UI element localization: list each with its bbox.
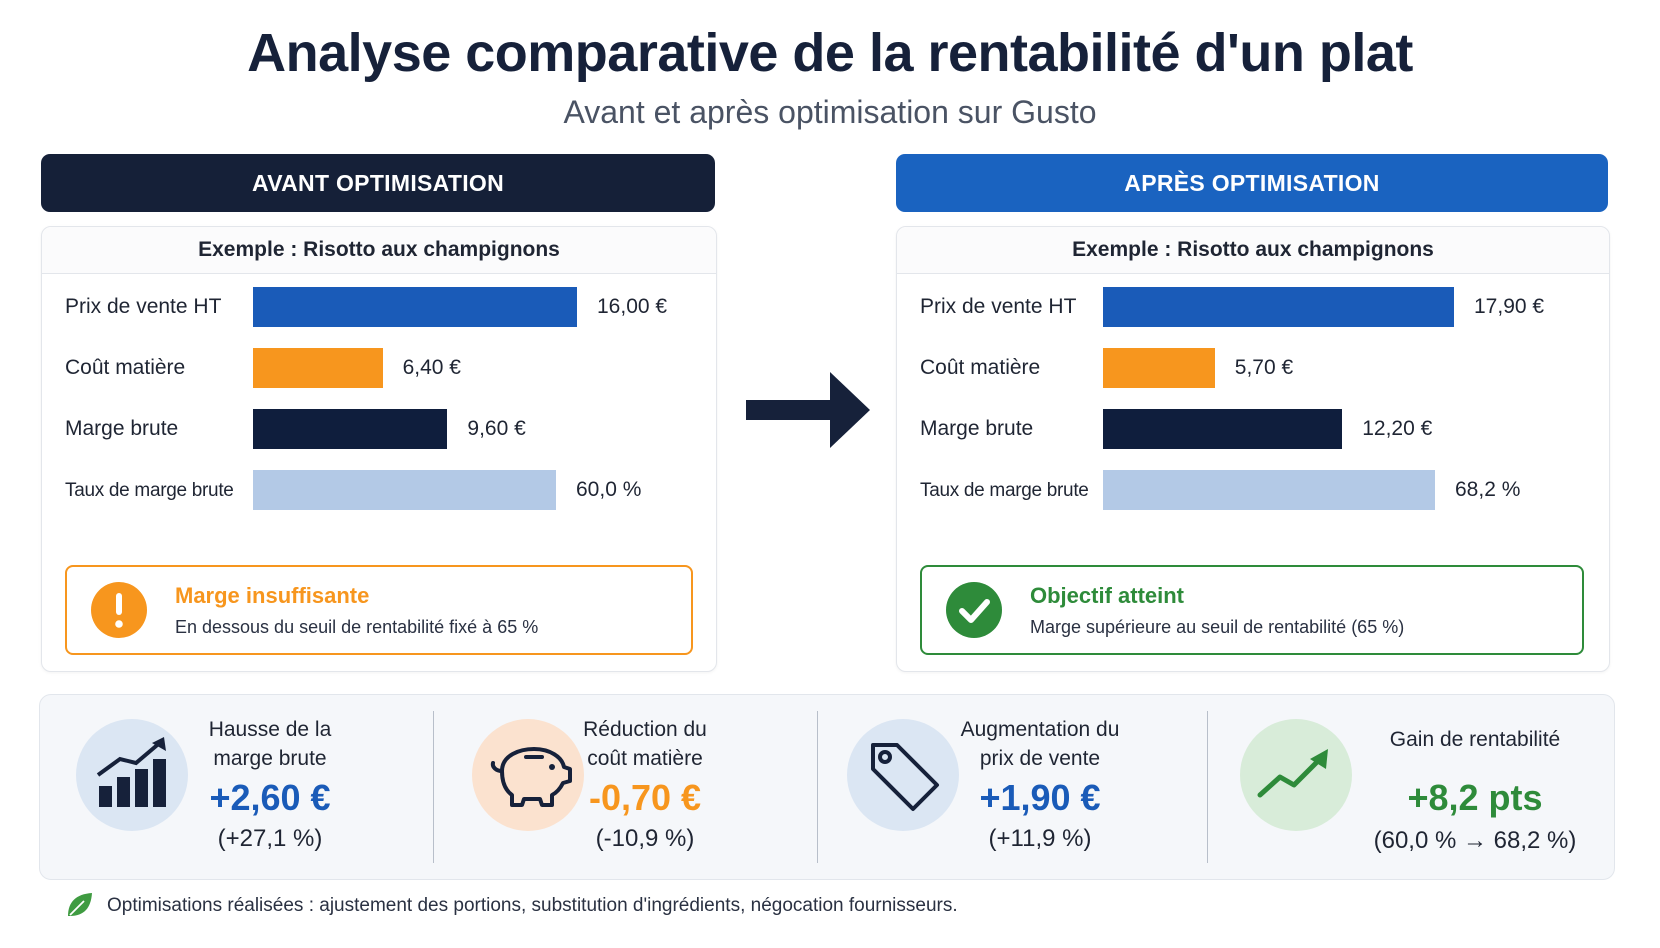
bar-chart-up-icon xyxy=(76,719,188,831)
kpi-divider xyxy=(1207,711,1208,863)
before-example-title: Exemple : Risotto aux champignons xyxy=(42,227,716,274)
bar-value-prix: 16,00 € xyxy=(597,295,668,318)
kpi-sub-gain: (60,0 % → 68,2 %) xyxy=(1373,827,1577,854)
bar-value-taux: 60,0 % xyxy=(576,478,642,501)
kpi-value-gain: +8,2 pts xyxy=(1407,777,1543,818)
trend-up-icon xyxy=(1240,719,1352,831)
page-title: Analyse comparative de la rentabilité d'… xyxy=(247,23,1413,83)
kpi-sub-margin: (+27,1 %) xyxy=(217,825,323,852)
kpi-label-margin: Hausse de la marge brute xyxy=(208,718,332,770)
kpi-label-gain: Gain de rentabilité xyxy=(1389,728,1561,751)
arrow-right-icon xyxy=(746,372,870,453)
kpi-summary: Hausse de la marge brute +2,60 € (+27,1 %… xyxy=(39,694,1615,880)
kpi-label-price: Augmentation du prix de vente xyxy=(960,718,1120,770)
bar-prix xyxy=(1103,287,1454,327)
before-panel: Exemple : Risotto aux champignons Prix d… xyxy=(41,226,717,672)
after-panel: Exemple : Risotto aux champignons Prix d… xyxy=(896,226,1610,672)
leaf-icon xyxy=(64,890,94,925)
bar-label-prix: Prix de vente HT xyxy=(920,295,1077,318)
page-subtitle: Avant et après optimisation sur Gusto xyxy=(563,94,1097,130)
bar-taux xyxy=(1103,470,1435,510)
after-example-title: Exemple : Risotto aux champignons xyxy=(897,227,1609,274)
bar-value-cout: 5,70 € xyxy=(1234,356,1294,379)
bar-marge xyxy=(1103,409,1343,449)
bar-marge xyxy=(253,409,448,449)
bar-value-marge: 9,60 € xyxy=(467,417,526,440)
before-status-box: Marge insuffisante En dessous du seuil d… xyxy=(65,565,693,655)
piggy-bank-icon xyxy=(472,719,584,831)
kpi-value-margin: +2,60 € xyxy=(209,777,331,818)
bar-cout xyxy=(253,348,383,388)
bar-label-marge: Marge brute xyxy=(920,417,1034,440)
bar-value-marge: 12,20 € xyxy=(1362,417,1433,440)
bar-label-marge: Marge brute xyxy=(65,417,179,440)
bar-label-prix: Prix de vente HT xyxy=(65,295,222,318)
bar-label-taux: Taux de marge brute xyxy=(920,480,1089,501)
kpi-sub-price: (+11,9 %) xyxy=(988,825,1092,852)
kpi-divider xyxy=(433,711,434,863)
after-panel-heading: APRÈS OPTIMISATION xyxy=(896,154,1608,212)
kpi-value-cost: -0,70 € xyxy=(588,777,702,818)
kpi-label-cost: Réduction du coût matière xyxy=(583,718,707,770)
bar-taux xyxy=(253,470,556,510)
bar-prix xyxy=(253,287,577,327)
kpi-sub-cost: (-10,9 %) xyxy=(595,825,695,852)
price-tag-icon xyxy=(847,719,959,831)
before-panel-heading: AVANT OPTIMISATION xyxy=(41,154,715,212)
after-status-title: Objectif atteint xyxy=(1030,583,1185,608)
bar-value-cout: 6,40 € xyxy=(402,356,461,379)
check-icon xyxy=(946,582,1002,638)
bar-value-prix: 17,90 € xyxy=(1474,295,1545,318)
after-status-box: Objectif atteint Marge supérieure au seu… xyxy=(920,565,1584,655)
bar-label-cout: Coût matière xyxy=(920,356,1041,379)
bar-label-cout: Coût matière xyxy=(65,356,186,379)
before-status-text: En dessous du seuil de rentabilité fixé … xyxy=(175,617,539,637)
footer-note: Optimisations réalisées : ajustement des… xyxy=(107,895,958,916)
kpi-value-price: +1,90 € xyxy=(979,777,1101,818)
exclamation-icon xyxy=(91,582,147,638)
bar-value-taux: 68,2 % xyxy=(1455,478,1521,501)
kpi-divider xyxy=(817,711,818,863)
before-status-title: Marge insuffisante xyxy=(175,583,370,608)
bar-label-taux: Taux de marge brute xyxy=(65,480,234,501)
after-status-text: Marge supérieure au seuil de rentabilité… xyxy=(1030,617,1405,637)
bar-cout xyxy=(1103,348,1215,388)
